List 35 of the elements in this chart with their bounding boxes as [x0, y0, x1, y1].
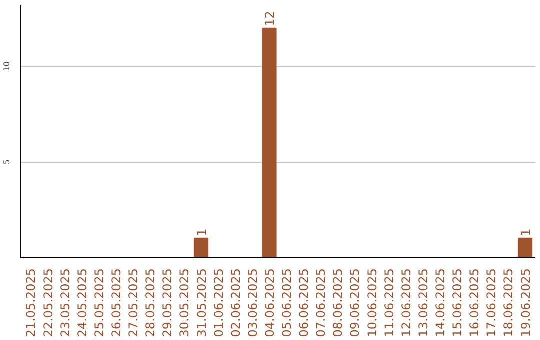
x-tick-label: 07.06.2025 [314, 268, 328, 338]
x-tick-label: 12.06.2025 [399, 268, 414, 338]
x-tick-label: 29.05.2025 [160, 268, 175, 338]
x-tick-label: 22.05.2025 [41, 268, 56, 338]
x-tick-label: 05.06.2025 [280, 268, 294, 338]
x-tick-label: 04.06.2025 [262, 268, 277, 338]
x-tick-label: 18.06.2025 [502, 268, 516, 338]
x-tick-label: 14.06.2025 [434, 268, 448, 338]
x-tick-label: 13.06.2025 [416, 268, 430, 338]
data-label: 1 [518, 228, 533, 236]
x-tick-label: 25.05.2025 [92, 268, 106, 338]
x-tick-label: 30.05.2025 [178, 268, 192, 338]
x-tick-label: 26.05.2025 [109, 268, 124, 338]
x-tick-label: 01.06.2025 [212, 268, 226, 338]
data-label: 1 [194, 228, 209, 236]
x-tick-label: 11.06.2025 [382, 268, 396, 338]
y-tick-label: 5 [2, 159, 12, 165]
x-tick-label: 31.05.2025 [194, 268, 209, 338]
y-tick-label: 10 [2, 61, 12, 72]
x-tick-label: 17.06.2025 [484, 268, 499, 338]
x-tick-label: 03.06.2025 [246, 268, 260, 338]
x-tick-label: 19.06.2025 [518, 268, 533, 338]
x-tick-label: 28.05.2025 [144, 268, 158, 338]
x-tick-label: 21.05.2025 [24, 268, 38, 338]
data-label: 12 [262, 11, 277, 26]
x-tick-label: 15.06.2025 [450, 268, 465, 338]
x-tick-label: 24.05.2025 [75, 268, 90, 338]
x-tick-label: 16.06.2025 [468, 268, 482, 338]
x-tick-label: 23.05.2025 [58, 268, 72, 338]
x-tick-label: 27.05.2025 [126, 268, 141, 338]
x-tick-label: 10.06.2025 [365, 268, 380, 338]
x-tick-label: 06.06.2025 [297, 268, 312, 338]
x-tick-label: 09.06.2025 [348, 268, 362, 338]
x-tick-label: 02.06.2025 [228, 268, 243, 338]
x-tick-label: 08.06.2025 [331, 268, 346, 338]
